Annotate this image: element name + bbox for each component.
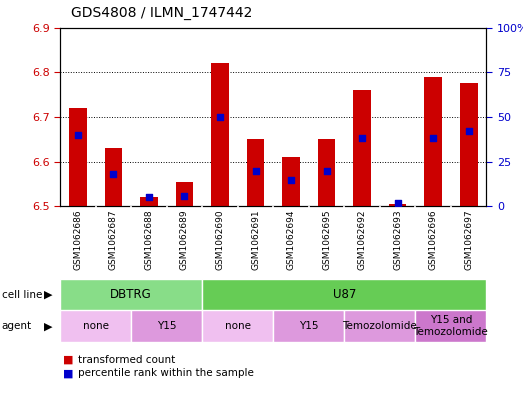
Text: GSM1062693: GSM1062693: [393, 209, 402, 270]
Text: GDS4808 / ILMN_1747442: GDS4808 / ILMN_1747442: [71, 6, 252, 20]
Text: ▶: ▶: [44, 290, 52, 300]
Text: cell line: cell line: [2, 290, 42, 300]
Text: none: none: [225, 321, 251, 331]
Bar: [317, 139, 335, 206]
Bar: [282, 157, 300, 206]
Text: percentile rank within the sample: percentile rank within the sample: [78, 368, 254, 378]
Bar: [344, 310, 415, 342]
Point: [358, 135, 366, 141]
Point: [393, 200, 402, 206]
Bar: [202, 279, 486, 310]
Text: ▶: ▶: [44, 321, 52, 331]
Text: GSM1062695: GSM1062695: [322, 209, 331, 270]
Point: [74, 132, 82, 138]
Point: [180, 193, 189, 199]
Point: [429, 135, 437, 141]
Bar: [424, 77, 442, 206]
Bar: [176, 182, 194, 206]
Point: [287, 176, 295, 183]
Text: GSM1062689: GSM1062689: [180, 209, 189, 270]
Bar: [140, 197, 158, 206]
Text: Y15: Y15: [299, 321, 319, 331]
Bar: [415, 310, 486, 342]
Bar: [60, 279, 202, 310]
Text: DBTRG: DBTRG: [110, 288, 152, 301]
Bar: [274, 310, 344, 342]
Text: Y15 and
Temozolomide: Y15 and Temozolomide: [414, 316, 488, 337]
Bar: [131, 310, 202, 342]
Text: GSM1062687: GSM1062687: [109, 209, 118, 270]
Text: ■: ■: [63, 368, 73, 378]
Text: agent: agent: [2, 321, 32, 331]
Bar: [211, 63, 229, 206]
Text: transformed count: transformed count: [78, 354, 176, 365]
Point: [322, 167, 331, 174]
Text: GSM1062690: GSM1062690: [215, 209, 224, 270]
Bar: [60, 310, 131, 342]
Text: GSM1062697: GSM1062697: [464, 209, 473, 270]
Text: ■: ■: [63, 354, 73, 365]
Point: [216, 114, 224, 120]
Text: GSM1062696: GSM1062696: [429, 209, 438, 270]
Text: GSM1062686: GSM1062686: [73, 209, 83, 270]
Text: Y15: Y15: [157, 321, 176, 331]
Text: none: none: [83, 321, 109, 331]
Bar: [353, 90, 371, 206]
Bar: [247, 139, 265, 206]
Text: U87: U87: [333, 288, 356, 301]
Point: [109, 171, 118, 177]
Text: GSM1062694: GSM1062694: [287, 209, 295, 270]
Bar: [69, 108, 87, 206]
Point: [145, 194, 153, 200]
Text: Temozolomide: Temozolomide: [343, 321, 417, 331]
Bar: [389, 204, 406, 206]
Point: [464, 128, 473, 134]
Text: GSM1062692: GSM1062692: [358, 209, 367, 270]
Bar: [202, 310, 274, 342]
Bar: [105, 148, 122, 206]
Point: [252, 167, 260, 174]
Text: GSM1062688: GSM1062688: [144, 209, 153, 270]
Text: GSM1062691: GSM1062691: [251, 209, 260, 270]
Bar: [460, 83, 477, 206]
